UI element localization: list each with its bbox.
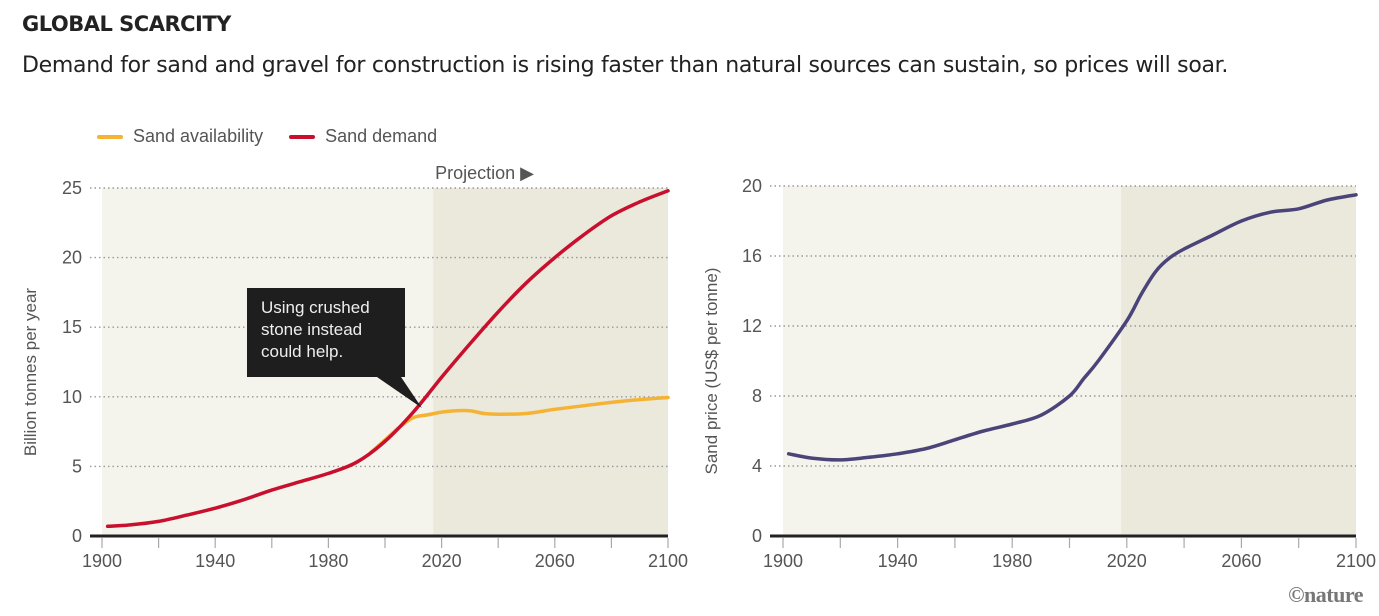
- annotation-text-line: could help.: [261, 342, 343, 361]
- y-tick-label: 15: [62, 317, 82, 337]
- x-tick-label: 1980: [992, 551, 1032, 571]
- x-tick-label: 1900: [82, 551, 122, 571]
- x-tick-label: 1940: [195, 551, 235, 571]
- y-tick-label: 16: [742, 246, 762, 266]
- y-tick-label: 4: [752, 456, 762, 476]
- y-axis-title: Sand price (US$ per tonne): [702, 268, 721, 475]
- legend-swatch-demand: [289, 134, 316, 139]
- x-tick-label: 2060: [1221, 551, 1261, 571]
- legend-swatch-availability: [97, 134, 123, 139]
- y-tick-label: 0: [72, 526, 82, 546]
- legend-item-demand: Sand demand: [289, 126, 437, 147]
- projection-background: [433, 188, 668, 536]
- annotation-text-line: Using crushed: [261, 298, 370, 317]
- x-tick-label: 2020: [1107, 551, 1147, 571]
- x-tick-label: 2020: [422, 551, 462, 571]
- annotation-text-line: stone instead: [261, 320, 362, 339]
- x-tick-label: 2100: [1336, 551, 1376, 571]
- projection-label: Projection ▶: [435, 163, 534, 183]
- x-tick-label: 2100: [648, 551, 688, 571]
- series-line-sand-demand: [105, 189, 670, 529]
- y-tick-label: 20: [62, 248, 82, 268]
- legend-label-availability: Sand availability: [133, 126, 264, 146]
- series-line-sand-price: [786, 193, 1358, 462]
- chart-sand-volume: 0 5 10 15 20 25 1900 1940 1980 2020 2060 2100 Billio…: [21, 163, 688, 571]
- y-tick-label: 10: [62, 387, 82, 407]
- y-tick-label: 5: [72, 456, 82, 476]
- y-tick-label: 0: [752, 526, 762, 546]
- x-tick-label: 1900: [763, 551, 803, 571]
- y-tick-label: 20: [742, 176, 762, 196]
- projection-background: [1121, 186, 1356, 536]
- x-tick-label: 2060: [535, 551, 575, 571]
- nature-credit: ©nature: [1288, 582, 1363, 607]
- annotation-callout: [247, 288, 422, 408]
- y-axis-title: Billion tonnes per year: [21, 288, 40, 457]
- y-tick-label: 25: [62, 178, 82, 198]
- legend-item-availability: Sand availability: [97, 126, 263, 147]
- chart-headline: GLOBAL SCARCITY: [22, 12, 231, 36]
- y-tick-label: 12: [742, 316, 762, 336]
- x-tick-label: 1980: [308, 551, 348, 571]
- x-tick-label: 1940: [878, 551, 918, 571]
- legend-label-demand: Sand demand: [325, 126, 438, 146]
- chart-sand-price: 0 4 8 12 16 20 1900 1940 1980 2020 2060 2100 Sand pr…: [702, 176, 1376, 571]
- historic-background: [783, 186, 1122, 536]
- chart-subtitle: Demand for sand and gravel for construct…: [22, 53, 1229, 78]
- y-tick-label: 8: [752, 386, 762, 406]
- legend: Sand availability Sand demand: [97, 126, 463, 147]
